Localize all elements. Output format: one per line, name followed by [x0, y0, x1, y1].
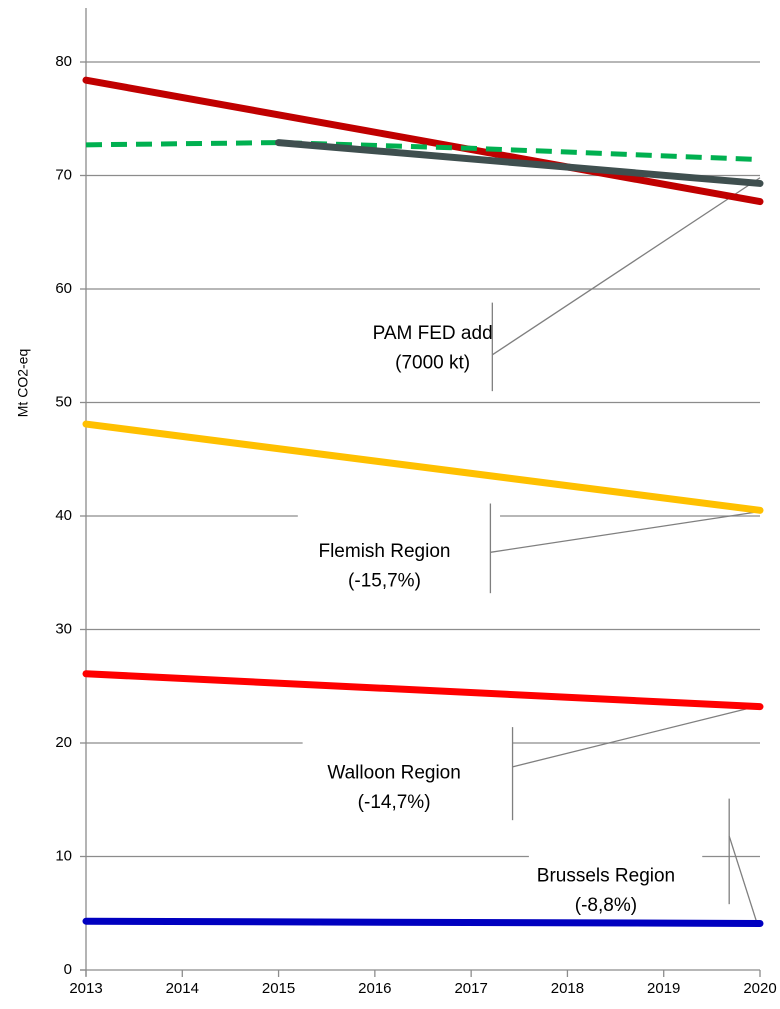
- y-tick-label-0: 0: [64, 961, 72, 978]
- gridline-gaps: [297, 513, 703, 860]
- annotations: PAM FED add (7000 kt) Flemish Region (-15,7…: [318, 177, 761, 924]
- annotation-2: [489, 503, 761, 594]
- y-tick-label-10: 10: [55, 847, 72, 864]
- annotation-4-pointer: [728, 835, 758, 924]
- x-tick-label-2019: 2019: [647, 980, 680, 997]
- x-tick-label-2018: 2018: [551, 980, 584, 997]
- y-axis-title: Mt CO2-eq: [15, 349, 31, 417]
- y-tick-label-20: 20: [55, 734, 72, 751]
- annotation-2-text: Flemish Region (-15,7%): [318, 541, 450, 591]
- annotation-4-line-2: (-8,8%): [575, 895, 637, 916]
- annotation-3-text: Walloon Region (-14,7%): [327, 762, 460, 812]
- gridline-gap-2: [297, 513, 501, 519]
- annotation-4: [728, 798, 758, 924]
- annotation-1: [491, 177, 761, 392]
- x-tick-label-2017: 2017: [454, 980, 487, 997]
- y-tick-label-30: 30: [55, 620, 72, 637]
- x-tick-label-2014: 2014: [166, 980, 199, 997]
- annotation-2-line-1: Flemish Region: [318, 541, 450, 562]
- annotation-3-line-1: Walloon Region: [327, 762, 460, 783]
- annotation-3-line-2: (-14,7%): [358, 792, 431, 813]
- tick-labels: 0 10 20 30 40 50 60 70 80 2013 2014 2015 2016 2017 201…: [55, 53, 776, 997]
- x-tick-label-2020: 2020: [743, 980, 776, 997]
- annotation-4-line-1: Brussels Region: [537, 866, 675, 887]
- x-tick-label-2015: 2015: [262, 980, 295, 997]
- annotation-4-text: Brussels Region (-8,8%): [537, 866, 675, 916]
- annotation-3: [511, 704, 761, 821]
- series-line-3: [275, 139, 764, 187]
- x-tick-label-2016: 2016: [358, 980, 391, 997]
- gridlines: [86, 61, 760, 860]
- annotation-1-pointer: [491, 177, 761, 356]
- series-line-6: [82, 917, 764, 927]
- annotation-2-pointer: [490, 510, 761, 553]
- y-tick-label-50: 50: [55, 393, 72, 410]
- axes: [80, 8, 761, 977]
- y-tick-label-80: 80: [55, 53, 72, 70]
- annotation-3-pointer: [512, 704, 761, 768]
- y-tick-label-40: 40: [55, 507, 72, 524]
- series-line-5: [82, 670, 764, 711]
- series-line-4: [82, 420, 764, 514]
- series-lines: [82, 76, 764, 927]
- x-tick-label-2013: 2013: [69, 980, 102, 997]
- annotation-1-line-2: (7000 kt): [395, 353, 470, 374]
- annotation-1-line-1: PAM FED add: [373, 323, 493, 344]
- gridline-gap-4: [528, 853, 703, 860]
- annotation-1-text: PAM FED add (7000 kt): [373, 323, 493, 373]
- annotation-2-line-2: (-15,7%): [348, 570, 421, 591]
- series-line-1: [82, 76, 764, 206]
- y-tick-label-60: 60: [55, 280, 72, 297]
- series-line-2: [85, 140, 761, 163]
- gridline-gap-3: [302, 740, 513, 746]
- y-tick-label-70: 70: [55, 166, 72, 183]
